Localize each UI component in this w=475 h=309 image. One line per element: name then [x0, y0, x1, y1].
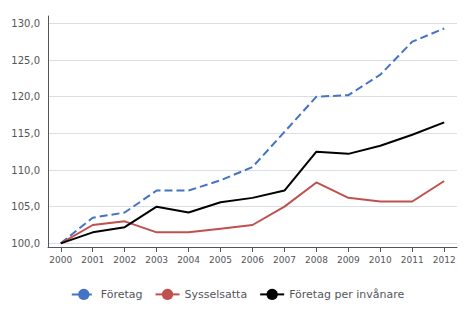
svg-text:100,0: 100,0 — [11, 238, 40, 249]
svg-text:2000: 2000 — [49, 255, 72, 265]
svg-text:125,0: 125,0 — [11, 55, 40, 66]
svg-text:2008: 2008 — [305, 255, 328, 265]
svg-text:2003: 2003 — [145, 255, 168, 265]
svg-text:2001: 2001 — [81, 255, 104, 265]
svg-text:2010: 2010 — [369, 255, 392, 265]
svg-text:115,0: 115,0 — [11, 128, 40, 139]
svg-text:Sysselsatta: Sysselsatta — [185, 288, 248, 301]
svg-text:2007: 2007 — [273, 255, 296, 265]
svg-text:2002: 2002 — [113, 255, 136, 265]
svg-text:2012: 2012 — [433, 255, 456, 265]
svg-text:105,0: 105,0 — [11, 201, 40, 212]
svg-text:2005: 2005 — [209, 255, 232, 265]
svg-text:2004: 2004 — [177, 255, 200, 265]
svg-text:Företag per invånare: Företag per invånare — [289, 288, 404, 301]
svg-text:2006: 2006 — [241, 255, 264, 265]
svg-text:130,0: 130,0 — [11, 18, 40, 29]
svg-text:2011: 2011 — [401, 255, 424, 265]
svg-text:110,0: 110,0 — [11, 165, 40, 176]
svg-text:120,0: 120,0 — [11, 91, 40, 102]
svg-text:Företag: Företag — [101, 288, 143, 301]
svg-text:2009: 2009 — [337, 255, 360, 265]
